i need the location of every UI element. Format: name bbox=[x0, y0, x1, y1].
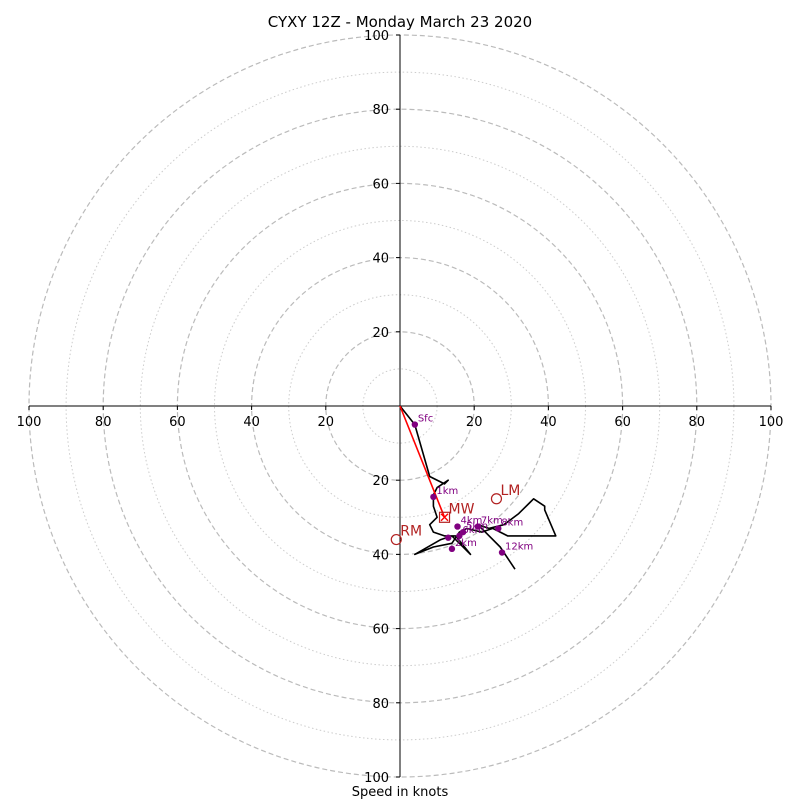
y-tick-label: 20 bbox=[372, 474, 389, 489]
x-tick-label: 80 bbox=[689, 415, 706, 430]
storm-motion-endpoint bbox=[440, 513, 449, 522]
x-tick-label: 60 bbox=[614, 415, 631, 430]
height-label: 1km bbox=[436, 486, 458, 497]
height-point bbox=[445, 534, 452, 541]
x-tick-label: 80 bbox=[95, 415, 112, 430]
marker-mw bbox=[438, 511, 451, 523]
height-point bbox=[448, 545, 456, 553]
height-points: Sfc1km4km5km6km2km7km8km12km bbox=[411, 414, 533, 556]
height-point bbox=[495, 525, 502, 532]
y-tick-label: 80 bbox=[372, 103, 389, 118]
height-point bbox=[498, 549, 506, 556]
height-label: 2km bbox=[455, 538, 477, 549]
x-tick-label: 20 bbox=[466, 415, 483, 430]
height-point bbox=[474, 523, 482, 530]
height-point bbox=[454, 523, 461, 530]
storm-motion-vector bbox=[399, 405, 446, 518]
y-tick-label: 40 bbox=[372, 252, 389, 267]
y-tick-label: 60 bbox=[372, 623, 389, 638]
y-tick-label: 100 bbox=[364, 771, 389, 786]
height-point bbox=[411, 421, 419, 428]
y-tick-label: 80 bbox=[372, 697, 389, 712]
height-point bbox=[456, 532, 463, 540]
height-label: 6km bbox=[462, 525, 484, 536]
height-label: 7km bbox=[481, 516, 503, 527]
x-tick-label: 100 bbox=[759, 415, 784, 430]
chart-title: CYXY 12Z - Monday March 23 2020 bbox=[268, 13, 532, 31]
x-axis-label: Speed in knots bbox=[352, 785, 449, 800]
height-label: 12km bbox=[505, 542, 533, 553]
y-tick-label: 100 bbox=[364, 29, 389, 44]
marker-label-mw: MW bbox=[449, 501, 475, 517]
y-tick-label: 60 bbox=[372, 177, 389, 192]
tick-labels: 20 20 20 20 40 40 40 40 60 60 60 60 80 80 80 80 100 100 10… bbox=[17, 29, 784, 786]
x-tick-label: 20 bbox=[318, 415, 335, 430]
x-tick-label: 40 bbox=[243, 415, 260, 430]
marker-lm bbox=[490, 493, 503, 505]
marker-label-lm: LM bbox=[500, 483, 520, 499]
height-point bbox=[430, 493, 437, 501]
marker-rm bbox=[390, 533, 402, 546]
height-label: Sfc bbox=[418, 414, 433, 425]
x-tick-label: 100 bbox=[17, 415, 42, 430]
y-tick-label: 20 bbox=[372, 326, 389, 341]
storm-motion-markers: MW LM RM bbox=[390, 483, 520, 546]
x-tick-label: 40 bbox=[540, 415, 557, 430]
height-label: 8km bbox=[501, 517, 523, 528]
height-label: 4km bbox=[461, 516, 483, 527]
y-tick-label: 40 bbox=[372, 548, 389, 563]
marker-label-rm: RM bbox=[400, 524, 422, 540]
x-tick-label: 60 bbox=[169, 415, 186, 430]
